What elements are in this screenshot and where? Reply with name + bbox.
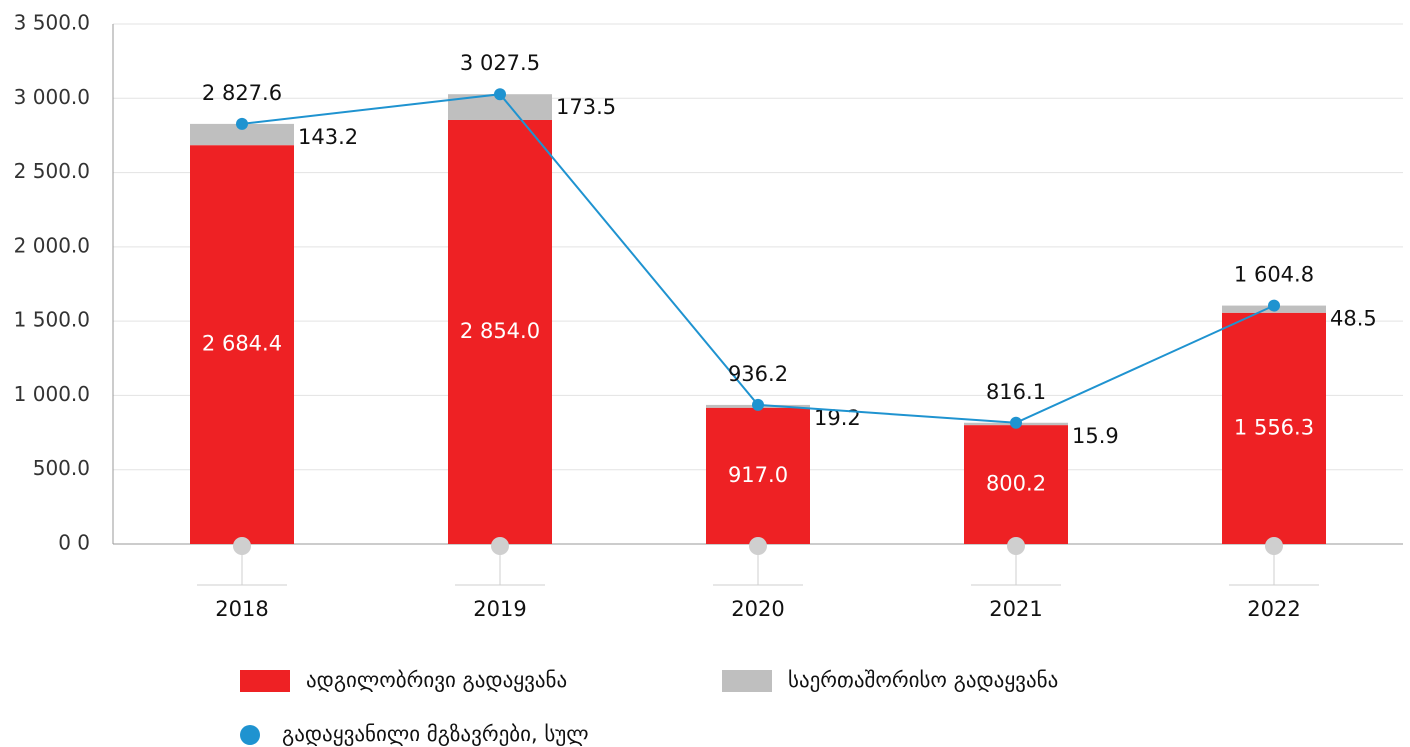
y-tick-label: 0 0 (58, 531, 90, 555)
x-tick-label: 2021 (989, 597, 1042, 621)
legend-swatch (722, 670, 772, 692)
x-tick-label: 2018 (215, 597, 268, 621)
line-label: 936.2 (728, 362, 788, 386)
legend-label: ადგილობრივი გადაყვანა (306, 668, 567, 692)
legend-swatch (240, 670, 290, 692)
bar-segment (1222, 312, 1326, 544)
line-point (236, 117, 248, 130)
x-tick-label: 2019 (473, 597, 526, 621)
bar-segment (190, 123, 294, 146)
y-tick-label: 3 500.0 (14, 11, 90, 35)
legend-label: გადაყვანილი მგზავრები, სულ (282, 722, 589, 746)
bar-label: 917.0 (728, 463, 788, 487)
bar-label: 2 854.0 (460, 319, 540, 343)
axis-dot (1265, 537, 1283, 555)
x-tick-label: 2022 (1247, 597, 1300, 621)
legend-label: საერთაშორისო გადაყვანა (788, 668, 1058, 692)
y-tick-label: 1 500.0 (14, 308, 90, 332)
axis-dot (491, 537, 509, 555)
axis-dot (1007, 537, 1025, 555)
line-label: 2 827.6 (202, 81, 282, 105)
bar-label: 800.2 (986, 472, 1046, 496)
y-tick-label: 3 000.0 (14, 85, 90, 109)
line-point (752, 398, 764, 411)
line-label: 1 604.8 (1234, 263, 1314, 287)
line-point (1010, 416, 1022, 429)
line-label: 816.1 (986, 380, 1046, 404)
axis-dot (749, 537, 767, 555)
y-tick-label: 500.0 (33, 456, 90, 480)
y-tick-label: 2 000.0 (14, 233, 90, 257)
bar-segment (964, 425, 1068, 544)
bar-label: 143.2 (298, 125, 358, 149)
y-tick-label: 2 500.0 (14, 159, 90, 183)
legend-swatch (240, 725, 260, 745)
bar-segment (706, 407, 810, 544)
bar-segment (448, 119, 552, 544)
bar-label: 2 684.4 (202, 332, 282, 356)
bar-label: 1 556.3 (1234, 415, 1314, 439)
axis-dot (233, 537, 251, 555)
y-tick-label: 1 000.0 (14, 382, 90, 406)
bar-label: 173.5 (556, 95, 616, 119)
line-point (494, 88, 506, 101)
bar-label: 48.5 (1330, 307, 1377, 331)
line-label: 3 027.5 (460, 51, 540, 75)
x-tick-label: 2020 (731, 597, 784, 621)
line-point (1268, 299, 1280, 312)
bar-segment (190, 145, 294, 544)
bar-label: 15.9 (1072, 424, 1119, 448)
